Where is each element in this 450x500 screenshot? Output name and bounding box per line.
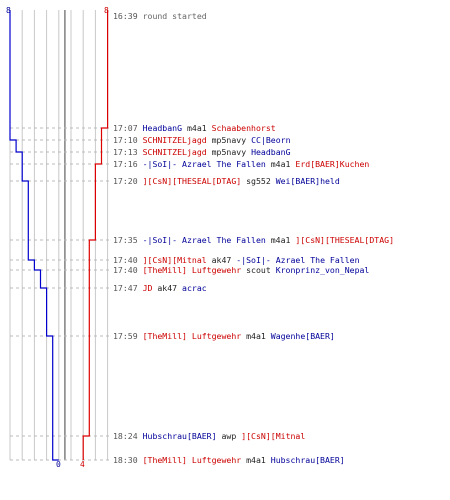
player-name: ][CsN][THESEAL[DTAG] (142, 176, 242, 186)
event-time: 17:47 (113, 283, 138, 293)
player-name: HeadbanG (142, 123, 183, 133)
event-text: round started (142, 11, 207, 21)
player-name: Hubschrau[BAER] (270, 455, 345, 465)
player-name: -|SoI|- Azrael The Fallen (236, 255, 360, 265)
player-name: ][CsN][THESEAL[DTAG] (295, 235, 394, 245)
kill-event: 17:13 SCHNITZELjagd mp5navy HeadbanG (113, 147, 291, 157)
weapon-name: m4a1 (241, 331, 271, 341)
player-name: Schaabenhorst (211, 123, 276, 133)
player-name: [TheMill] Luftgewehr (142, 455, 242, 465)
player-name: -|SoI|- Azrael The Fallen (142, 235, 266, 245)
player-name: ][CsN][Mitnal (142, 255, 207, 265)
player-name: Erd[BAER]Kuchen (295, 159, 370, 169)
weapon-name: sg552 (241, 176, 276, 186)
weapon-name: m4a1 (265, 235, 296, 245)
weapon-name: ak47 (152, 283, 183, 293)
weapon-name: scout (241, 265, 276, 275)
player-name: -|SoI|- Azrael The Fallen (142, 159, 266, 169)
kill-event: 17:40 ][CsN][Mitnal ak47 -|SoI|- Azrael … (113, 255, 360, 265)
player-name: SCHNITZELjagd (142, 135, 207, 145)
round-start-event: 16:39 round started (113, 11, 207, 21)
event-time: 17:07 (113, 123, 138, 133)
kill-event: 17:40 [TheMill] Luftgewehr scout Kronpri… (113, 265, 369, 275)
weapon-name: mp5navy (206, 135, 252, 145)
weapon-name: m4a1 (265, 159, 296, 169)
player-name: HeadbanG (251, 147, 291, 157)
event-time: 17:40 (113, 265, 138, 275)
player-name: acrac (182, 283, 207, 293)
event-time: 18:30 (113, 455, 138, 465)
kill-event: 18:24 Hubschrau[BAER] awp ][CsN][Mitnal (113, 431, 305, 441)
weapon-name: mp5navy (206, 147, 252, 157)
kill-event: 17:16 -|SoI|- Azrael The Fallen m4a1 Erd… (113, 159, 369, 169)
weapon-name: m4a1 (241, 455, 271, 465)
event-time: 17:40 (113, 255, 138, 265)
player-name: Kronprinz_von_Nepal (275, 265, 370, 275)
event-time: 16:39 (113, 11, 138, 21)
red-end-count: 4 (80, 460, 85, 469)
event-time: 18:24 (113, 431, 138, 441)
player-name: Wagenhe[BAER] (270, 331, 335, 341)
player-name: [TheMill] Luftgewehr (142, 265, 242, 275)
kill-event: 17:47 JD ak47 acrac (113, 283, 207, 293)
kill-event: 17:35 -|SoI|- Azrael The Fallen m4a1 ][C… (113, 235, 394, 245)
kill-event: 17:20 ][CsN][THESEAL[DTAG] sg552 Wei[BAE… (113, 176, 340, 186)
weapon-name: m4a1 (182, 123, 212, 133)
red-start-count: 8 (104, 6, 109, 15)
blue-start-count: 8 (6, 6, 11, 15)
kill-event: 17:07 HeadbanG m4a1 Schaabenhorst (113, 123, 276, 133)
event-time: 17:20 (113, 176, 138, 186)
kill-event: 17:10 SCHNITZELjagd mp5navy CC|Beorn (113, 135, 291, 145)
blue-team-alive-line (9, 10, 59, 461)
player-name: CC|Beorn (251, 135, 291, 145)
kill-event: 17:59 [TheMill] Luftgewehr m4a1 Wagenhe[… (113, 331, 335, 341)
player-name: ][CsN][Mitnal (241, 431, 306, 441)
player-name: Wei[BAER]held (275, 176, 340, 186)
event-time: 17:16 (113, 159, 138, 169)
weapon-name: ak47 (206, 255, 237, 265)
blue-end-count: 0 (56, 460, 61, 469)
red-team-alive-line (82, 10, 109, 460)
weapon-name: awp (216, 431, 242, 441)
kill-event: 18:30 [TheMill] Luftgewehr m4a1 Hubschra… (113, 455, 345, 465)
event-time: 17:10 (113, 135, 138, 145)
player-name: [TheMill] Luftgewehr (142, 331, 242, 341)
player-name: SCHNITZELjagd (142, 147, 207, 157)
event-time: 17:13 (113, 147, 138, 157)
event-time: 17:59 (113, 331, 138, 341)
player-name: JD (142, 283, 153, 293)
player-name: Hubschrau[BAER] (142, 431, 217, 441)
event-time: 17:35 (113, 235, 138, 245)
